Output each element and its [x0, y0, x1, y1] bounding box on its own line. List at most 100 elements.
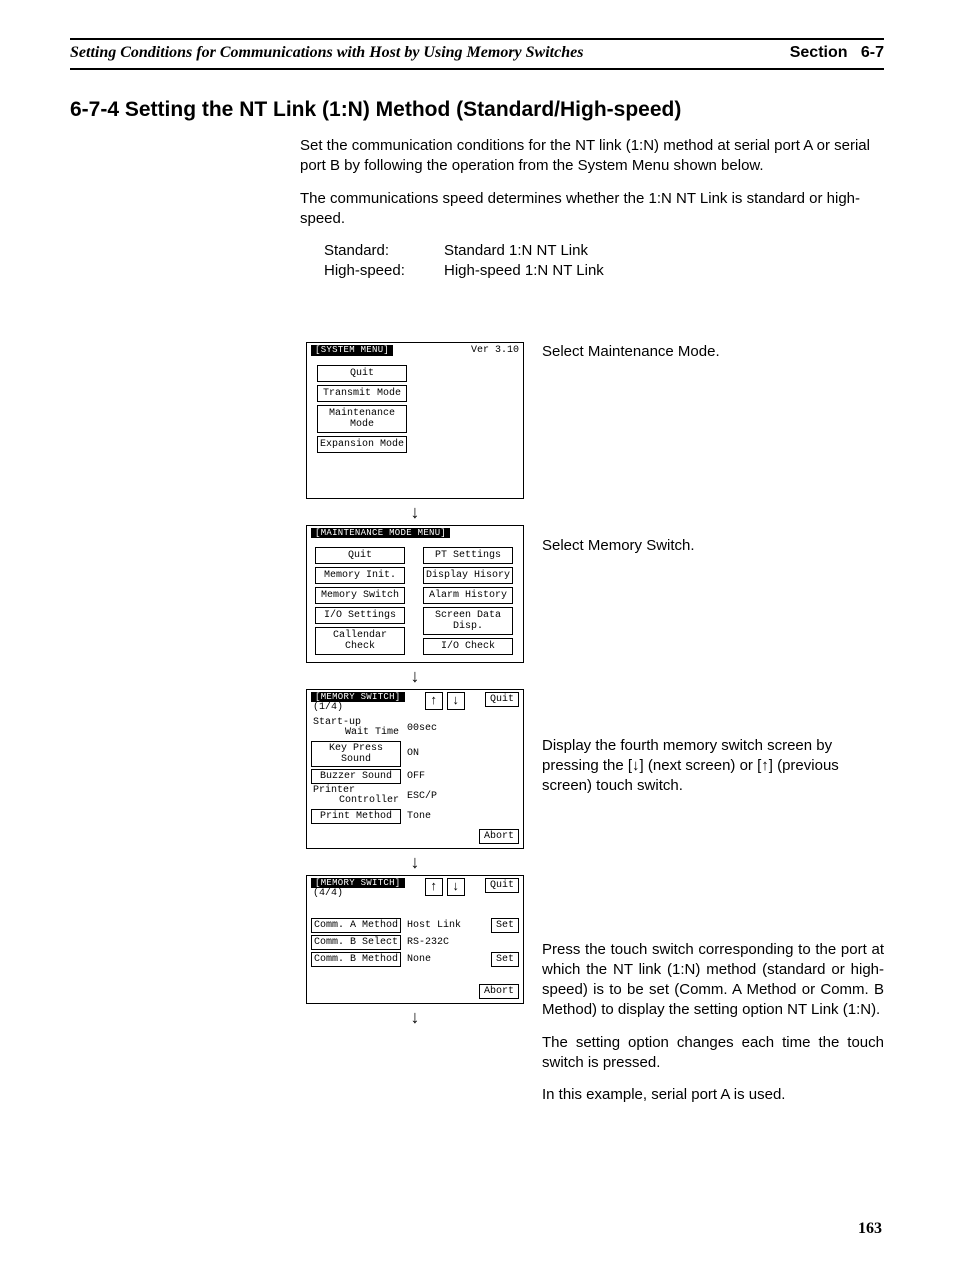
btn-calendar-check[interactable]: Callendar Check — [315, 627, 405, 655]
btn-memory-init[interactable]: Memory Init. — [315, 567, 405, 584]
screen-maintenance-menu: [MAINTENANCE MODE MENU] Quit Memory Init… — [306, 525, 524, 663]
screen1-version: Ver 3.10 — [471, 345, 519, 356]
key-startup-wait: Start-up Wait Time — [311, 718, 401, 739]
key-comm-b-select[interactable]: Comm. B Select — [311, 935, 401, 950]
key-printer-controller: Printer Controller — [311, 786, 401, 807]
up-arrow-button[interactable]: ↑ — [425, 692, 443, 710]
step4-desc-3: In this example, serial port A is used. — [542, 1085, 884, 1105]
down-arrow-icon: ↓ — [411, 667, 420, 685]
screen4-nav: ↑ ↓ — [425, 878, 465, 896]
screen3-body: Start-up Wait Time 00sec Key Press Sound… — [307, 715, 523, 827]
row-print-method: Print Method Tone — [307, 808, 523, 825]
step1-desc: Select Maintenance Mode. — [542, 342, 884, 524]
step3-desc: Display the fourth memory switch screen … — [542, 736, 884, 928]
screen1-titlebar: [SYSTEM MENU] Ver 3.10 — [307, 343, 523, 358]
intro-row-standard-val: Standard 1:N NT Link — [444, 241, 588, 261]
row-comm-b-method: Comm. B Method None Set — [307, 951, 523, 968]
row-startup-wait: Start-up Wait Time 00sec — [307, 717, 523, 740]
btn-display-history[interactable]: Display Hisory — [423, 567, 513, 584]
btn-expansion-mode[interactable]: Expansion Mode — [317, 436, 407, 453]
val-printer-controller: ESC/P — [407, 791, 437, 802]
btn-io-check[interactable]: I/O Check — [423, 638, 513, 655]
btn-abort-4[interactable]: Abort — [479, 984, 519, 999]
key-print-method[interactable]: Print Method — [311, 809, 401, 824]
btn-quit-4[interactable]: Quit — [485, 878, 519, 893]
screen3-toprow: [MEMORY SWITCH] (1/4) ↑ ↓ Quit — [307, 690, 523, 715]
screen3-title-wrap: [MEMORY SWITCH] (1/4) — [311, 692, 405, 713]
val-comm-a-method: Host Link — [407, 920, 485, 931]
btn-quit-3[interactable]: Quit — [485, 692, 519, 707]
down-arrow-button[interactable]: ↓ — [447, 692, 465, 710]
header-section-num: 6-7 — [861, 44, 884, 61]
val-comm-b-select: RS-232C — [407, 937, 519, 948]
key-key-press-sound[interactable]: Key Press Sound — [311, 741, 401, 767]
screen2-titlebar: [MAINTENANCE MODE MENU] — [307, 526, 523, 540]
page: Setting Conditions for Communications wi… — [0, 0, 954, 1268]
key-buzzer-sound[interactable]: Buzzer Sound — [311, 769, 401, 784]
key-startup-line1: Start-up — [313, 717, 361, 728]
val-buzzer-sound: OFF — [407, 771, 425, 782]
screen3-title: [MEMORY SWITCH] — [311, 692, 405, 702]
btn-maintenance-mode[interactable]: Maintenance Mode — [317, 405, 407, 433]
intro-row-highspeed-key: High-speed: — [324, 261, 444, 281]
screen2-col1: Quit Memory Init. Memory Switch I/O Sett… — [315, 544, 405, 658]
up-arrow-button[interactable]: ↑ — [425, 878, 443, 896]
down-arrow-icon: ↓ — [411, 503, 420, 521]
screen4-toprow: [MEMORY SWITCH] (4/4) ↑ ↓ Quit — [307, 876, 523, 901]
screen1-body: Quit Transmit Mode Maintenance Mode Expa… — [307, 358, 523, 498]
key-comm-b-method[interactable]: Comm. B Method — [311, 952, 401, 967]
btn-quit-2[interactable]: Quit — [315, 547, 405, 564]
down-arrow-icon: ↓ — [411, 1008, 420, 1026]
intro-row-standard-key: Standard: — [324, 241, 444, 261]
btn-screen-data-disp[interactable]: Screen Data Disp. — [423, 607, 513, 635]
down-arrow-button[interactable]: ↓ — [447, 878, 465, 896]
btn-pt-settings[interactable]: PT Settings — [423, 547, 513, 564]
header-bottom-rule — [70, 68, 884, 70]
descriptions-column: Select Maintenance Mode. Select Memory S… — [530, 342, 884, 1118]
btn-io-settings[interactable]: I/O Settings — [315, 607, 405, 624]
screen2-row: Quit Memory Init. Memory Switch I/O Sett… — [311, 544, 519, 658]
btn-memory-switch[interactable]: Memory Switch — [315, 587, 405, 604]
intro-row-highspeed: High-speed: High-speed 1:N NT Link — [300, 261, 884, 281]
step4-desc-2: The setting option changes each time the… — [542, 1033, 884, 1074]
screen3-nav: ↑ ↓ — [425, 692, 465, 710]
intro-row-highspeed-val: High-speed 1:N NT Link — [444, 261, 604, 281]
val-key-press-sound: ON — [407, 748, 419, 759]
btn-set-comm-b[interactable]: Set — [491, 952, 519, 967]
screen-system-menu: [SYSTEM MENU] Ver 3.10 Quit Transmit Mod… — [306, 342, 524, 499]
row-comm-a-method: Comm. A Method Host Link Set — [307, 917, 523, 934]
btn-set-comm-a[interactable]: Set — [491, 918, 519, 933]
val-startup-wait: 00sec — [407, 723, 437, 734]
key-startup-line2: Wait Time — [345, 728, 399, 739]
row-printer-controller: Printer Controller ESC/P — [307, 785, 523, 808]
step4-desc-1: Press the touch switch corresponding to … — [542, 940, 884, 1021]
btn-alarm-history[interactable]: Alarm History — [423, 587, 513, 604]
key-printer-line1: Printer — [313, 785, 355, 796]
screen3-botrow: Abort — [307, 827, 523, 848]
screen2-body: Quit Memory Init. Memory Switch I/O Sett… — [307, 540, 523, 662]
key-comm-a-method[interactable]: Comm. A Method — [311, 918, 401, 933]
section-heading: 6-7-4 Setting the NT Link (1:N) Method (… — [70, 98, 884, 122]
intro-row-standard: Standard: Standard 1:N NT Link — [300, 241, 884, 261]
btn-abort-3[interactable]: Abort — [479, 829, 519, 844]
screen4-title: [MEMORY SWITCH] — [311, 878, 405, 888]
row-comm-b-select: Comm. B Select RS-232C — [307, 934, 523, 951]
key-printer-line2: Controller — [339, 796, 399, 807]
screen1-title: [SYSTEM MENU] — [311, 345, 393, 356]
screen4-page: (4/4) — [311, 888, 405, 899]
btn-transmit-mode[interactable]: Transmit Mode — [317, 385, 407, 402]
btn-quit[interactable]: Quit — [317, 365, 407, 382]
screen4-botrow: Abort — [307, 970, 523, 1003]
screen4-title-wrap: [MEMORY SWITCH] (4/4) — [311, 878, 405, 899]
row-key-press-sound: Key Press Sound ON — [307, 740, 523, 768]
val-comm-b-method: None — [407, 954, 485, 965]
screen2-title: [MAINTENANCE MODE MENU] — [311, 528, 450, 538]
intro-p2: The communications speed determines whet… — [300, 189, 884, 230]
header-top-rule — [70, 38, 884, 40]
screen4-body: Comm. A Method Host Link Set Comm. B Sel… — [307, 901, 523, 970]
screen-memory-switch-1of4: [MEMORY SWITCH] (1/4) ↑ ↓ Quit Start-up … — [306, 689, 524, 849]
page-number: 163 — [858, 1220, 882, 1238]
val-print-method: Tone — [407, 811, 431, 822]
page-header: Setting Conditions for Communications wi… — [70, 44, 884, 68]
row-buzzer-sound: Buzzer Sound OFF — [307, 768, 523, 785]
